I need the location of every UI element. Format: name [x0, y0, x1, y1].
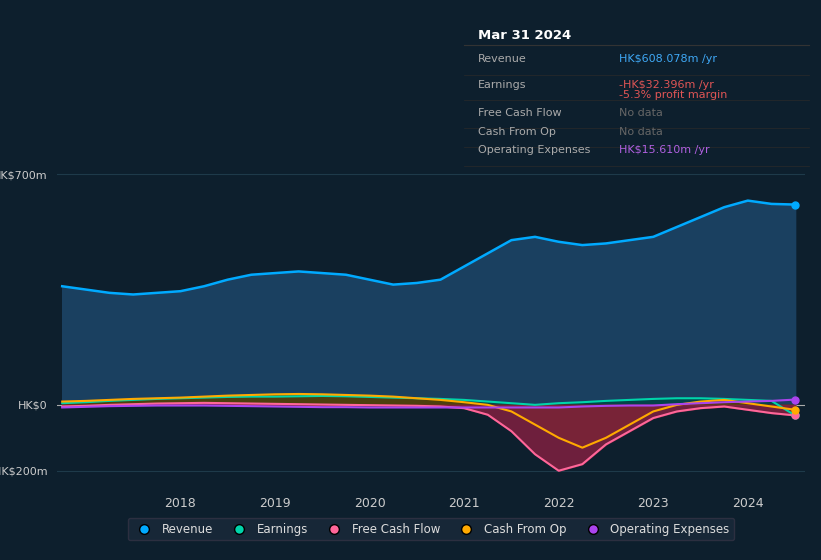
Text: -5.3% profit margin: -5.3% profit margin: [619, 91, 727, 100]
Text: Cash From Op: Cash From Op: [478, 127, 556, 137]
Text: No data: No data: [619, 108, 663, 118]
Text: No data: No data: [619, 127, 663, 137]
Text: Free Cash Flow: Free Cash Flow: [478, 108, 562, 118]
Text: HK$15.610m /yr: HK$15.610m /yr: [619, 146, 709, 155]
Legend: Revenue, Earnings, Free Cash Flow, Cash From Op, Operating Expenses: Revenue, Earnings, Free Cash Flow, Cash …: [128, 518, 734, 540]
Text: Operating Expenses: Operating Expenses: [478, 146, 590, 155]
Text: Earnings: Earnings: [478, 80, 526, 90]
Text: -HK$32.396m /yr: -HK$32.396m /yr: [619, 80, 714, 90]
Text: HK$608.078m /yr: HK$608.078m /yr: [619, 54, 717, 64]
Text: Mar 31 2024: Mar 31 2024: [478, 29, 571, 43]
Text: Revenue: Revenue: [478, 54, 526, 64]
